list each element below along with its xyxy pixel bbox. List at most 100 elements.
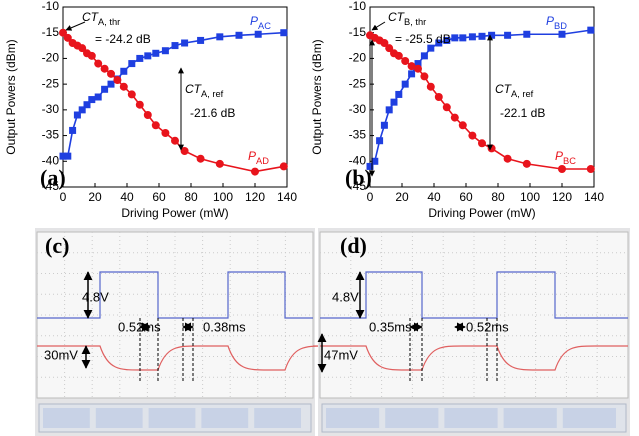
scope-status-box: [385, 408, 438, 428]
marker: [587, 165, 595, 173]
x-axis-label: Driving Power (mW): [428, 206, 535, 220]
panel-label: (c): [45, 233, 69, 258]
marker: [427, 83, 435, 91]
scope-status-box: [201, 408, 248, 428]
y-tick-label: -25: [349, 76, 367, 90]
marker: [488, 144, 496, 152]
marker: [101, 65, 109, 73]
marker: [280, 29, 287, 36]
scope-annotation: 4.8V: [82, 289, 109, 304]
marker: [128, 90, 136, 98]
marker: [251, 168, 259, 176]
marker: [459, 34, 466, 41]
marker: [255, 31, 262, 38]
annotation: -22.1 dB: [500, 106, 545, 120]
marker: [408, 70, 415, 77]
annotation-sub: A, ref: [511, 89, 534, 99]
marker: [523, 160, 531, 168]
y-tick-label: -35: [42, 128, 60, 142]
marker: [401, 57, 409, 65]
annotation: CTA, ref: [185, 82, 224, 99]
series-label-main: P: [546, 14, 554, 28]
marker: [113, 76, 121, 84]
x-tick-label: 60: [152, 190, 166, 204]
y-tick-label: -15: [349, 25, 367, 39]
series-label: PBD: [546, 14, 567, 31]
panel-label: (b): [345, 165, 372, 190]
series-label: PAD: [248, 149, 269, 166]
scope-annotation: 30mV: [44, 347, 78, 362]
marker: [95, 94, 102, 101]
scope-annotation: 0.52ms: [118, 319, 161, 334]
scope-status-box: [254, 408, 301, 428]
marker: [414, 65, 422, 73]
scope-annotation: 0.35ms: [369, 319, 412, 334]
scope-status-box: [563, 408, 616, 428]
scope-annotation: 47mV: [324, 347, 358, 362]
marker: [468, 132, 476, 140]
marker: [69, 127, 76, 134]
annotation-sub: A, ref: [201, 89, 224, 99]
marker: [181, 147, 189, 155]
x-axis-label: Driving Power (mW): [121, 206, 228, 220]
marker: [395, 91, 402, 98]
marker: [504, 155, 512, 163]
scope-annotation: 0.38ms: [203, 319, 246, 334]
x-tick-label: 0: [367, 190, 374, 204]
scope-status-box: [96, 408, 143, 428]
marker: [381, 122, 388, 129]
marker: [136, 101, 144, 109]
marker: [395, 52, 403, 60]
series-label-main: P: [555, 149, 563, 163]
marker: [171, 137, 179, 145]
marker: [128, 60, 135, 67]
marker: [451, 114, 459, 122]
marker: [161, 129, 169, 137]
marker: [216, 160, 224, 168]
marker: [421, 52, 428, 59]
series-label-main: P: [250, 14, 258, 28]
annotation: CTB, thr: [388, 10, 426, 27]
x-tick-label: 20: [395, 190, 409, 204]
annotation: CTA, ref: [495, 82, 534, 99]
marker: [101, 86, 108, 93]
marker: [144, 111, 152, 119]
marker: [459, 121, 467, 129]
y-tick-label: -10: [42, 0, 60, 13]
x-tick-label: 140: [277, 190, 297, 204]
series-label-sub: AC: [258, 21, 271, 31]
marker: [181, 40, 188, 47]
x-tick-label: 0: [60, 190, 67, 204]
marker: [136, 55, 143, 62]
marker: [435, 93, 443, 101]
marker: [376, 137, 383, 144]
panel-label: (d): [340, 233, 367, 258]
series-label-sub: BC: [563, 156, 576, 166]
series-label: PAC: [250, 14, 271, 31]
scope-annotation: 0.52ms: [466, 319, 509, 334]
x-tick-label: 80: [491, 190, 505, 204]
x-tick-label: 120: [552, 190, 572, 204]
figure: -45-40-35-30-25-20-15-100204060801001201…: [0, 0, 639, 436]
annotation-arrow: [372, 22, 385, 30]
marker: [391, 99, 398, 106]
marker: [108, 81, 115, 88]
annotation-sub: B, thr: [404, 17, 426, 27]
marker: [479, 33, 486, 40]
marker: [216, 33, 223, 40]
annotation-arrow: [66, 22, 85, 30]
series-label-sub: BD: [554, 21, 567, 31]
marker: [88, 96, 95, 103]
x-tick-label: 20: [88, 190, 102, 204]
marker: [420, 72, 428, 80]
scope-status-box: [43, 408, 90, 428]
marker: [144, 52, 151, 59]
panel-label: (a): [40, 165, 66, 190]
y-tick-label: -20: [349, 51, 367, 65]
x-tick-label: 140: [584, 190, 604, 204]
y-axis-label: Output Powers (dBm): [4, 39, 18, 154]
marker: [478, 139, 486, 147]
marker: [172, 42, 179, 49]
series-label-sub: AD: [256, 156, 269, 166]
scope-status-box: [504, 408, 557, 428]
